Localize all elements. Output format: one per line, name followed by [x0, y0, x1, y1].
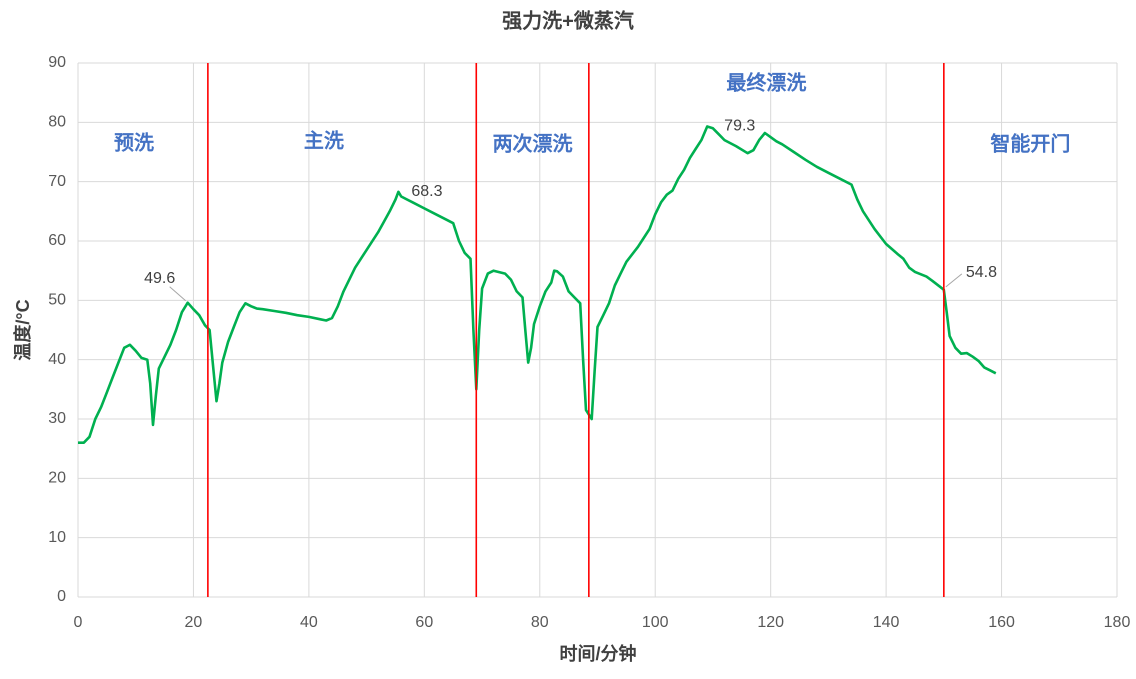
y-tick-label: 0 — [57, 588, 66, 605]
annotation-label: 49.6 — [144, 270, 175, 287]
phase-label: 两次漂洗 — [493, 131, 573, 155]
phase-label: 主洗 — [304, 128, 344, 152]
y-tick-label: 80 — [48, 114, 66, 131]
x-tick-label: 100 — [642, 614, 669, 631]
phase-label: 预洗 — [114, 131, 154, 154]
annotation-label: 68.3 — [411, 183, 442, 200]
x-tick-label: 0 — [74, 614, 83, 631]
x-axis-label: 时间/分钟 — [559, 643, 636, 664]
y-axis-label: 温度/°C — [12, 299, 33, 360]
chart-title: 强力洗+微蒸汽 — [502, 8, 634, 32]
x-tick-label: 80 — [531, 614, 549, 631]
annotation-leader — [945, 273, 963, 288]
x-tick-label: 20 — [185, 614, 203, 631]
y-tick-label: 40 — [48, 351, 66, 368]
y-tick-label: 70 — [48, 173, 66, 190]
y-tick-label: 60 — [48, 232, 66, 249]
data-line — [78, 125, 997, 444]
x-tick-label: 160 — [988, 614, 1015, 631]
x-tick-label: 120 — [757, 614, 784, 631]
y-tick-label: 90 — [48, 54, 66, 71]
y-tick-label: 30 — [48, 410, 66, 427]
phase-label: 智能开门 — [990, 131, 1070, 155]
y-tick-label: 10 — [48, 529, 66, 546]
y-tick-label: 20 — [48, 470, 66, 487]
phase-label: 最终漂洗 — [726, 70, 806, 94]
x-tick-label: 40 — [300, 614, 318, 631]
x-tick-label: 140 — [873, 614, 900, 631]
annotation-label: 79.3 — [724, 118, 755, 135]
x-tick-label: 180 — [1104, 614, 1131, 631]
y-tick-label: 50 — [48, 292, 66, 309]
annotation-leader — [169, 286, 187, 302]
x-tick-label: 60 — [415, 614, 433, 631]
annotation-label: 54.8 — [966, 264, 997, 281]
